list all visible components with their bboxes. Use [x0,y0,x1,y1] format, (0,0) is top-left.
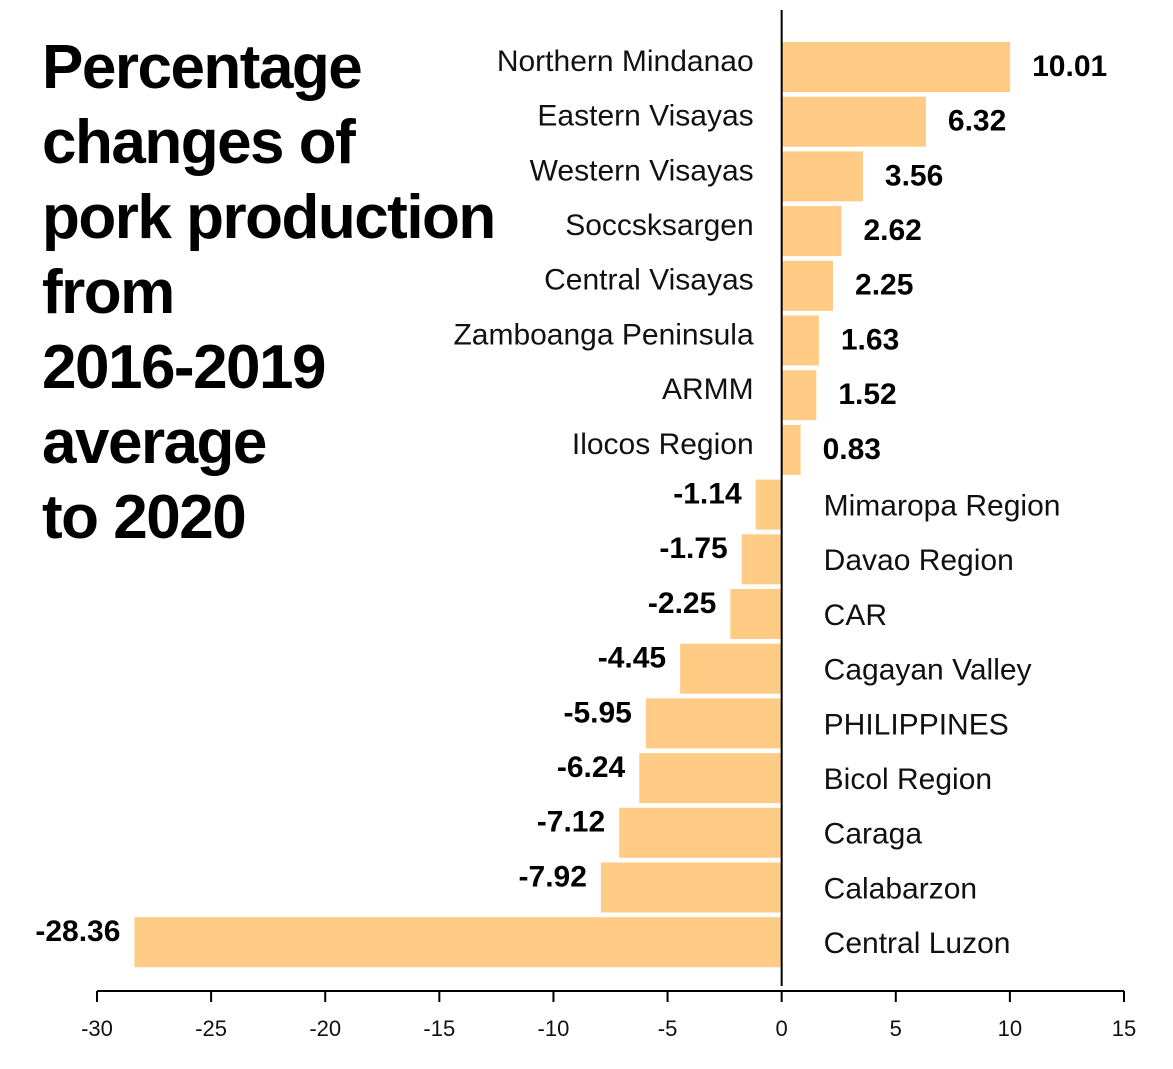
bar [781,370,817,421]
value-label: -7.12 [537,806,605,839]
title-line: 2016-2019 [42,333,327,402]
value-label: 0.83 [823,433,881,466]
category-label: ARMM [662,373,754,406]
category-label: Eastern Visayas [537,100,753,133]
bar [755,479,782,530]
x-tick-label: -20 [309,1016,341,1041]
category-label: Davao Region [824,544,1014,577]
category-label: Soccsksargen [565,209,753,242]
bar [134,917,782,968]
title-line: Percentage [42,33,363,102]
title-line: pork production [42,183,496,252]
bar [680,643,782,694]
bar [619,807,782,858]
category-label: Central Visayas [544,264,754,297]
bar [781,151,863,202]
category-label: Cagayan Valley [824,654,1032,687]
value-label: 1.52 [838,378,896,411]
x-tick-label: -25 [195,1016,227,1041]
title-line: from [42,258,175,327]
value-label: 10.01 [1032,50,1107,83]
value-label: -1.14 [673,478,742,511]
category-label: Northern Mindanao [497,45,754,78]
category-label: Western Visayas [530,154,754,187]
x-tick-label: -10 [538,1016,570,1041]
bar [781,424,801,475]
category-label: Zamboanga Peninsula [453,318,754,351]
value-label: -2.25 [648,587,716,620]
value-label: -5.95 [563,696,631,729]
title-line: average [42,408,267,477]
x-tick-label: -30 [81,1016,113,1041]
category-label: Mimaropa Region [824,490,1061,523]
bar [600,862,782,913]
x-tick-label: 10 [998,1016,1022,1041]
value-label: 2.62 [863,214,921,247]
value-label: 3.56 [885,159,943,192]
bar [781,42,1011,92]
x-tick-label: -5 [658,1016,678,1041]
bar [639,753,782,804]
value-label: 1.63 [841,323,899,356]
value-label: 6.32 [948,105,1006,138]
value-label: -28.36 [35,915,120,948]
value-label: -7.92 [519,860,587,893]
value-label: -1.75 [659,532,727,565]
bar [781,96,926,147]
category-label: PHILIPPINES [824,708,1009,741]
category-label: Central Luzon [824,927,1011,960]
bar [781,206,842,257]
title-line: to 2020 [42,483,247,552]
value-label: -4.45 [598,642,666,675]
category-label: Bicol Region [824,763,992,796]
category-label: Ilocos Region [572,428,754,461]
bar [781,260,834,311]
bar [730,589,782,639]
category-label: CAR [824,599,887,632]
bar [645,698,782,749]
bar [741,534,782,585]
value-label: 2.25 [855,269,913,302]
category-label: Caraga [824,818,923,851]
title-line: changes of [42,108,356,177]
category-label: Calabarzon [824,872,977,905]
chart-title: Percentage changes of pork production fr… [42,30,512,555]
x-tick-label: -15 [423,1016,455,1041]
bar [781,315,819,366]
x-tick-label: 0 [776,1016,788,1041]
value-label: -6.24 [557,751,626,784]
x-tick-label: 15 [1112,1016,1136,1041]
x-tick-label: 5 [890,1016,902,1041]
